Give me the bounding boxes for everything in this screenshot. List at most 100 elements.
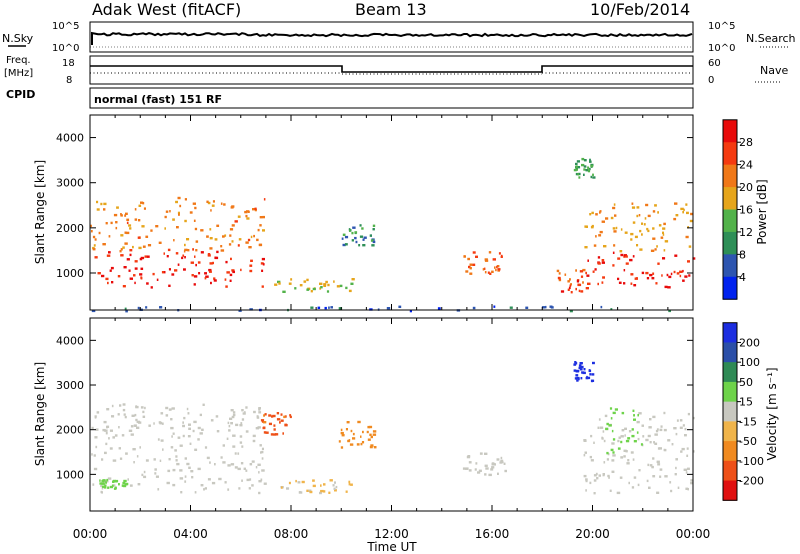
range-cell	[227, 488, 230, 491]
range-cell	[224, 481, 227, 484]
range-cell	[123, 266, 127, 269]
range-cell	[351, 231, 354, 235]
range-cell	[308, 489, 312, 492]
range-cell	[500, 456, 503, 460]
range-cell	[275, 433, 279, 436]
range-cell	[99, 479, 101, 482]
range-cell	[231, 415, 235, 419]
range-cell	[139, 446, 141, 449]
range-cell	[630, 273, 634, 276]
range-cell	[633, 476, 637, 479]
range-cell	[187, 435, 191, 438]
range-cell	[284, 415, 287, 418]
range-cell	[369, 234, 372, 237]
range-cell	[247, 238, 251, 242]
range-cell	[175, 455, 178, 458]
range-cell	[125, 212, 128, 215]
range-cell	[240, 268, 242, 272]
range-cell	[668, 275, 672, 279]
range-cell	[490, 468, 494, 471]
range-cell	[189, 442, 192, 445]
range-cell	[664, 240, 669, 243]
range-cell	[341, 237, 344, 240]
range-cell	[636, 420, 640, 424]
range-cell	[137, 483, 141, 486]
range-cell	[278, 282, 281, 285]
range-cell	[170, 418, 173, 421]
range-cell	[245, 406, 248, 409]
range-cell	[612, 251, 615, 254]
range-cell	[641, 271, 645, 275]
range-cell	[133, 274, 136, 277]
range-cell	[283, 415, 286, 419]
range-cell	[102, 479, 106, 482]
range-cell	[268, 422, 272, 426]
range-cell	[617, 447, 621, 450]
range-cell	[309, 490, 313, 494]
range-cell	[124, 214, 127, 217]
range-cell	[102, 243, 106, 246]
range-cell	[673, 427, 677, 430]
range-cell	[660, 236, 664, 239]
colorbar-tick-label: 50	[739, 376, 753, 389]
range-cell	[126, 218, 130, 221]
range-cell	[153, 458, 156, 461]
range-cell	[624, 231, 628, 234]
range-cell	[614, 214, 617, 217]
range-cell	[118, 447, 121, 450]
range-cell	[193, 283, 196, 286]
range-cell	[239, 435, 243, 438]
range-cell	[223, 203, 226, 206]
range-cell	[227, 421, 230, 425]
range-cell	[148, 424, 151, 427]
range-cell	[155, 475, 159, 478]
range-cell	[567, 280, 570, 283]
range-cell	[239, 441, 243, 444]
range-cell	[326, 290, 330, 293]
time-tick-label: 12:00	[374, 527, 409, 541]
range-cell	[347, 439, 350, 443]
range-cell	[126, 221, 129, 225]
time-tick-label: 04:00	[173, 527, 208, 541]
range-cell	[282, 290, 286, 293]
range-cell	[146, 255, 150, 258]
range-cell	[645, 438, 649, 442]
range-cell	[583, 165, 587, 168]
range-cell	[685, 235, 689, 239]
range-cell	[564, 273, 567, 276]
range-cell	[232, 411, 236, 414]
range-cell	[165, 210, 169, 213]
range-cell	[641, 222, 643, 225]
range-cell	[119, 457, 123, 460]
range-cell	[589, 455, 592, 459]
range-cell	[125, 452, 128, 455]
range-cell	[491, 270, 494, 273]
range-cell	[663, 411, 666, 415]
range-cell	[186, 238, 190, 241]
colorbar-segment	[723, 254, 737, 278]
range-cell	[290, 278, 293, 281]
range-cell	[587, 282, 591, 285]
range-cell	[575, 287, 577, 291]
range-cell	[578, 176, 581, 179]
range-cell	[258, 491, 261, 495]
range-cell	[620, 253, 624, 257]
range-cell	[636, 244, 639, 247]
freq-tick-low: 8	[66, 75, 72, 86]
range-cell	[120, 248, 123, 251]
range-cell	[129, 253, 132, 257]
range-cell	[649, 273, 653, 277]
range-cell	[112, 436, 115, 439]
range-cell	[232, 434, 236, 437]
range-cell	[359, 235, 364, 238]
colorbar-tick-label: -50	[739, 435, 757, 448]
range-cell	[263, 482, 267, 485]
range-cell	[157, 438, 160, 441]
range-cell	[652, 227, 655, 230]
range-cell	[653, 441, 655, 444]
range-cell	[122, 408, 126, 412]
range-cell	[225, 285, 228, 288]
range-cell	[590, 175, 593, 179]
range-cell	[652, 415, 656, 419]
range-cell	[191, 476, 194, 479]
